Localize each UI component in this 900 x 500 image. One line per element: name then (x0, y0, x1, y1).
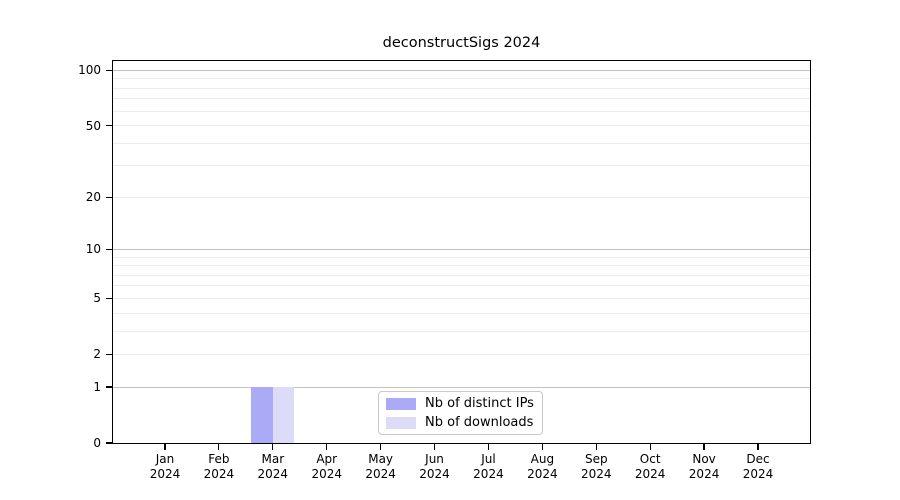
y-tick-label: 100 (78, 63, 101, 78)
y-tick-label: 50 (85, 118, 101, 133)
legend-swatch-downloads (386, 416, 416, 429)
y-tick-label: 5 (93, 291, 101, 306)
legend: Nb of distinct IPs Nb of downloads (378, 391, 543, 435)
gridline-minor (113, 165, 810, 167)
x-tick-label: Dec 2024 (742, 452, 774, 481)
x-tick (757, 444, 759, 450)
y-tick (106, 442, 113, 444)
x-tick-label: Nov 2024 (688, 452, 720, 481)
x-tick-label: Aug 2024 (527, 452, 558, 481)
x-tick-label: May 2024 (365, 452, 396, 481)
plot-area (113, 61, 810, 443)
y-tick-label: 10 (85, 242, 101, 257)
x-tick-label: Feb 2024 (203, 452, 235, 481)
gridline-minor (113, 353, 810, 355)
gridline-minor (113, 330, 810, 332)
y-tick-label: 0 (93, 436, 101, 450)
legend-label: Nb of downloads (425, 415, 534, 430)
x-tick (703, 444, 705, 450)
y-tick (106, 248, 113, 250)
gridline-minor (113, 256, 810, 258)
gridline-minor (113, 87, 810, 89)
x-tick (164, 444, 166, 450)
gridline-minor (113, 285, 810, 287)
x-tick-label: Jan 2024 (149, 452, 181, 481)
gridline-minor (113, 98, 810, 100)
x-tick (649, 444, 651, 450)
y-tick-label: 20 (85, 190, 101, 205)
legend-item-distinct-ips: Nb of distinct IPs (386, 396, 542, 411)
x-tick (595, 444, 597, 450)
y-tick (106, 353, 113, 355)
y-tick-label: 2 (93, 347, 101, 362)
y-tick (106, 297, 113, 299)
x-tick (541, 444, 543, 450)
gridline-minor (113, 125, 810, 127)
gridline-minor (113, 196, 810, 198)
x-tick (218, 444, 220, 450)
gridline-minor (113, 142, 810, 144)
x-tick-label: Sep 2024 (580, 452, 612, 481)
y-tick (106, 124, 113, 127)
y-tick-label: 1 (93, 380, 101, 395)
gridline-minor (113, 110, 810, 112)
bar-nb-of-downloads (272, 387, 295, 443)
x-tick (433, 444, 436, 450)
plot-box-border (112, 60, 811, 444)
bar-nb-of-distinct-ips (251, 387, 273, 443)
legend-swatch-distinct-ips (386, 397, 416, 410)
x-tick (272, 444, 274, 450)
x-tick-label: Jun 2024 (419, 452, 450, 481)
gridline-major (113, 386, 810, 388)
x-tick (326, 444, 328, 450)
x-tick-label: Mar 2024 (257, 452, 289, 481)
gridline-major (113, 248, 810, 250)
gridline-minor (113, 274, 810, 276)
x-tick-label: Apr 2024 (311, 452, 342, 481)
gridline-minor (113, 78, 810, 80)
legend-item-downloads: Nb of downloads (386, 415, 542, 430)
legend-label: Nb of distinct IPs (425, 396, 534, 411)
gridline-minor (113, 312, 810, 314)
x-tick-label: Oct 2024 (634, 452, 666, 481)
x-tick (380, 444, 382, 450)
y-tick (106, 386, 113, 388)
y-tick (106, 69, 113, 71)
gridline-minor (113, 297, 810, 299)
x-tick-label: Jul 2024 (473, 452, 504, 481)
gridline-minor (113, 265, 810, 267)
chart-title: deconstructSigs 2024 (382, 35, 541, 51)
x-tick (487, 444, 490, 450)
gridline-major (113, 69, 810, 71)
y-tick (106, 196, 113, 198)
